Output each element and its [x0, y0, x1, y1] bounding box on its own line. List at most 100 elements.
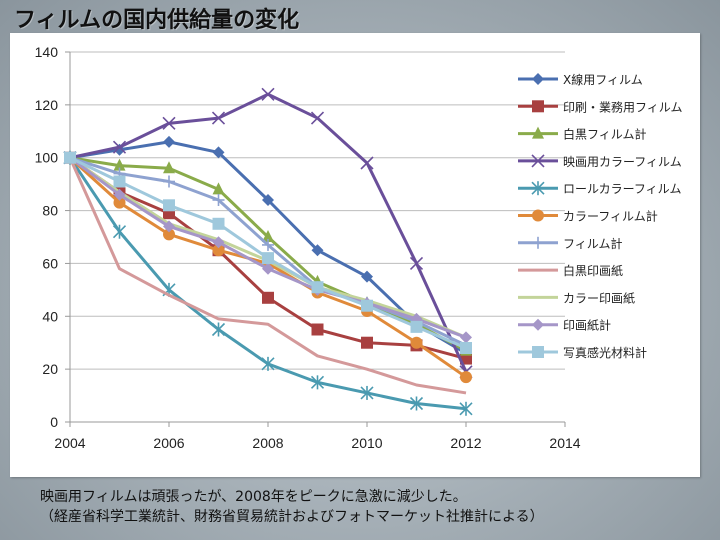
data-point	[163, 228, 175, 241]
series-8	[68, 157, 467, 395]
slide-title: フィルムの国内供給量の変化	[14, 8, 300, 33]
legend-label: 印画紙計	[563, 318, 611, 333]
y-tick-label: 100	[35, 150, 59, 166]
legend-label: 映画用カラーフィルム	[563, 155, 682, 169]
data-point	[310, 375, 325, 390]
data-point	[361, 270, 373, 283]
data-point	[460, 371, 472, 384]
legend-item: 映画用カラーフィルム	[518, 154, 682, 169]
data-point	[163, 175, 175, 188]
x-tick-label: 2012	[450, 435, 481, 451]
gridlines	[70, 51, 565, 370]
y-tick-label: 120	[35, 97, 59, 113]
legend-item: カラーフィルム計	[518, 209, 658, 224]
data-point	[311, 244, 324, 257]
data-point	[262, 194, 274, 206]
y-tick-label: 60	[42, 255, 58, 271]
data-point	[64, 151, 76, 164]
data-point	[311, 281, 324, 294]
data-point	[113, 196, 126, 209]
data-point	[262, 230, 274, 242]
data-point	[409, 396, 424, 411]
data-point	[262, 238, 274, 251]
legend-item: 白黒フィルム計	[518, 126, 647, 142]
legend-item: 印画紙計	[518, 318, 611, 333]
x-tick-label: 2008	[252, 435, 283, 451]
legend-marker	[532, 73, 544, 85]
data-point	[460, 331, 472, 344]
x-tick-label: 2010	[351, 435, 382, 451]
caption-line-1: 映画用フィルムは頑張ったが、2008年をピークに急激に減少した。	[40, 489, 467, 505]
data-point	[212, 236, 225, 249]
y-tick-label: 0	[50, 414, 58, 430]
data-point	[262, 252, 274, 265]
data-point	[409, 256, 424, 270]
data-point	[212, 244, 225, 257]
legend-item: ロールカラーフィルム	[518, 181, 681, 196]
legend-item: 白黒印画紙	[518, 263, 623, 278]
legend-label: 白黒印画紙	[563, 263, 623, 278]
data-point	[113, 158, 126, 171]
x-tick-label: 2004	[54, 435, 85, 451]
series-line	[68, 157, 467, 395]
data-point	[212, 182, 225, 195]
data-point	[460, 342, 472, 354]
data-point	[360, 385, 374, 400]
caption: 映画用フィルムは頑張ったが、2008年をピークに急激に減少した。 （経産省科学工…	[40, 487, 544, 527]
legend-marker	[532, 100, 544, 113]
data-point	[113, 175, 126, 188]
legend: X線用フィルム印刷・業務用フィルム白黒フィルム計映画用カラーフィルムロールカラー…	[518, 72, 683, 360]
data-point	[459, 401, 473, 416]
legend-marker	[532, 126, 544, 139]
legend-marker	[532, 346, 544, 358]
data-point	[113, 188, 126, 201]
legend-marker	[532, 209, 544, 222]
x-tick-label: 2006	[153, 435, 184, 451]
data-point	[162, 116, 176, 130]
data-point	[410, 320, 423, 333]
data-point	[112, 224, 127, 239]
y-tick-label: 140	[35, 44, 59, 60]
axes: 0 20 40 60 80 100 120 140 2004 2006 2008 2010 2012 20…	[35, 44, 581, 451]
legend-label: フィルム計	[563, 236, 623, 251]
data-point	[212, 217, 225, 230]
legend-label: カラーフィルム計	[563, 209, 658, 224]
legend-marker	[532, 318, 544, 331]
data-point	[310, 111, 325, 125]
legend-item: 印刷・業務用フィルム	[518, 100, 683, 114]
data-point	[410, 336, 423, 349]
data-point	[112, 140, 127, 154]
data-point	[163, 199, 175, 212]
legend-label: 印刷・業務用フィルム	[563, 100, 683, 114]
legend-label: ロールカラーフィルム	[563, 182, 681, 196]
chart-frame	[10, 33, 700, 477]
series-11	[64, 151, 472, 354]
y-tick-label: 80	[42, 203, 58, 219]
legend-item: カラー印画紙	[518, 290, 635, 305]
data-point	[211, 322, 226, 337]
caption-line-2: （経産省科学工業統計、財務省貿易統計およびフォトマーケット社推計による）	[40, 509, 544, 525]
legend-marker	[531, 181, 545, 196]
legend-item: X線用フィルム	[518, 72, 643, 87]
data-point	[311, 323, 324, 336]
legend-marker	[532, 236, 544, 249]
data-point	[212, 194, 225, 206]
data-point	[212, 146, 225, 159]
legend-label: 写真感光材料計	[563, 345, 647, 360]
series-group	[63, 87, 473, 416]
x-tick-label: 2014	[549, 435, 580, 451]
legend-label: X線用フィルム	[563, 72, 643, 87]
data-point	[163, 220, 175, 233]
legend-item: 写真感光材料計	[518, 345, 647, 360]
data-point	[211, 111, 226, 125]
data-point	[261, 87, 275, 101]
data-point	[360, 156, 374, 170]
data-point	[262, 262, 274, 275]
legend-label: カラー印画紙	[563, 290, 635, 305]
data-point	[163, 135, 175, 148]
legend-marker	[531, 154, 545, 168]
data-point	[361, 336, 373, 349]
legend-label: 白黒フィルム計	[563, 127, 647, 142]
y-tick-label: 40	[42, 308, 58, 324]
legend-item: フィルム計	[518, 236, 623, 251]
